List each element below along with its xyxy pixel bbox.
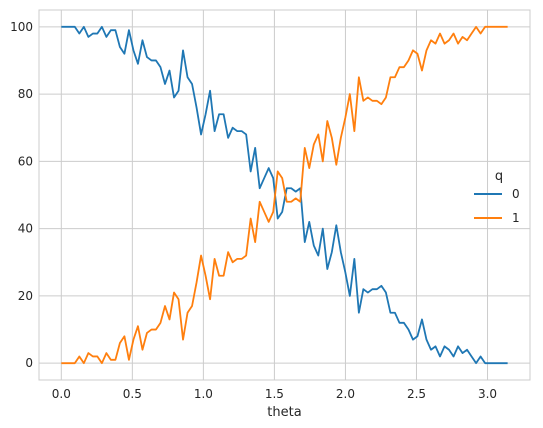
x-axis-ticks: 0.0 0.5 1.0 1.5 2.0 2.5 3.0 <box>52 387 497 401</box>
series-line-0 <box>61 25 508 365</box>
legend-title: q <box>495 169 503 184</box>
x-tick-label: 0.0 <box>52 387 71 401</box>
y-tick-label: 40 <box>18 222 33 236</box>
legend: q 0 1 <box>474 169 520 225</box>
x-tick-label: 0.5 <box>123 387 142 401</box>
legend-label-0: 0 <box>512 187 520 201</box>
gridlines <box>39 10 530 380</box>
series-line-1 <box>61 25 508 365</box>
y-tick-label: 100 <box>10 20 33 34</box>
y-axis-ticks: 0 20 40 60 80 100 <box>10 20 33 370</box>
y-tick-label: 20 <box>18 289 33 303</box>
x-axis-label: theta <box>267 405 301 420</box>
y-tick-label: 60 <box>18 154 33 168</box>
x-tick-label: 3.0 <box>478 387 497 401</box>
y-tick-label: 80 <box>18 87 33 101</box>
plot-frame <box>38 9 531 381</box>
plot-background <box>39 10 530 380</box>
y-tick-label: 0 <box>25 356 33 370</box>
x-tick-label: 1.0 <box>194 387 213 401</box>
x-tick-label: 2.5 <box>407 387 426 401</box>
x-tick-label: 1.5 <box>265 387 284 401</box>
x-tick-label: 2.0 <box>336 387 355 401</box>
series-lines <box>61 25 508 365</box>
legend-label-1: 1 <box>512 211 520 225</box>
